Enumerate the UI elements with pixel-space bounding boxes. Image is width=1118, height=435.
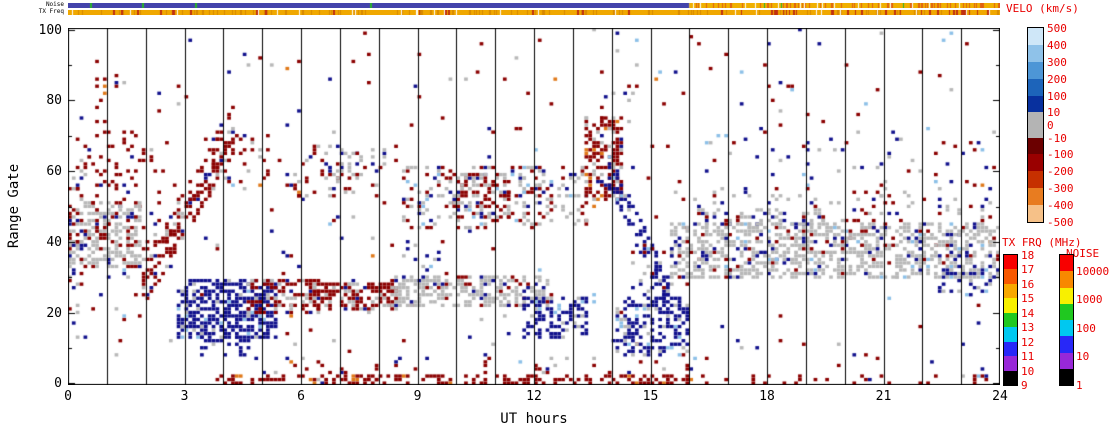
- noise-colorbar-segment: [1060, 303, 1073, 321]
- velocity-colorbar-label: -500: [1047, 216, 1074, 229]
- x-tick-label: 6: [297, 389, 305, 404]
- noise-colorbar-label: 1000: [1076, 293, 1103, 307]
- y-tick-label: 20: [46, 305, 62, 321]
- txfrq-colorbar-segment: [1004, 341, 1017, 357]
- velocity-colorbar-label: -300: [1047, 182, 1074, 196]
- txfrq-colorbar-label: 10: [1021, 364, 1035, 378]
- noise-strip: [68, 3, 1000, 8]
- y-tick-label: 40: [46, 234, 62, 250]
- x-tick-label: 18: [759, 389, 775, 404]
- txfrq-colorbar-segment: [1004, 327, 1017, 343]
- velocity-colorbar-label: 10: [1047, 106, 1061, 120]
- noise-colorbar-label: 1: [1076, 379, 1083, 392]
- x-tick-label: 12: [526, 389, 542, 404]
- txfrq-colorbar-segment: [1004, 298, 1017, 314]
- velocity-colorbar-segment: [1028, 28, 1043, 46]
- txfrq-colorbar-label: 13: [1021, 321, 1035, 335]
- velocity-colorbar-segment: [1028, 61, 1043, 80]
- y-tick-label: 100: [38, 22, 62, 38]
- velocity-colorbar-segment: [1028, 137, 1043, 155]
- velocity-colorbar-label: 100: [1047, 89, 1067, 103]
- velocity-colorbar-segment: [1028, 78, 1043, 96]
- noise-colorbar-segment: [1060, 287, 1073, 305]
- txfrq-colorbar-label: 14: [1021, 306, 1035, 320]
- velocity-colorbar-segment: [1028, 171, 1043, 189]
- txfrq-colorbar-segment: [1004, 255, 1017, 270]
- txfrq-colorbar-segment: [1004, 283, 1017, 299]
- y-tick-label: 60: [46, 164, 62, 180]
- noise-colorbar-segment: [1060, 255, 1073, 272]
- x-tick-label: 3: [180, 389, 189, 404]
- velocity-colorbar-label: -200: [1047, 165, 1074, 179]
- x-tick-label: 21: [875, 389, 892, 404]
- velocity-colorbar-segment: [1028, 112, 1043, 139]
- txfrq-colorbar: [1003, 254, 1018, 386]
- range-time-plot: [68, 28, 1000, 385]
- noise-colorbar-label: 100: [1076, 321, 1096, 335]
- noise-colorbar-segment: [1060, 368, 1073, 386]
- noise-colorbar: [1059, 254, 1074, 386]
- txfrq-colorbar-label: 16: [1021, 277, 1035, 291]
- velocity-colorbar-label: 300: [1047, 55, 1067, 69]
- noise-colorbar-segment: [1060, 320, 1073, 337]
- velocity-colorbar-label: 400: [1047, 38, 1067, 52]
- velocity-colorbar-segment: [1028, 44, 1043, 63]
- velocity-colorbar: [1027, 27, 1044, 223]
- y-tick-label: 80: [46, 93, 62, 109]
- velocity-colorbar-segment: [1028, 188, 1043, 206]
- x-tick-label: 15: [642, 389, 659, 404]
- txfrq-colorbar-label: 9: [1021, 379, 1028, 392]
- x-tick-label: 9: [413, 389, 422, 404]
- noise-colorbar-segment: [1060, 336, 1073, 353]
- txfrq-colorbar-segment: [1004, 269, 1017, 285]
- txfrq-colorbar-label: 17: [1021, 263, 1035, 277]
- txfreq-strip: [68, 10, 1000, 15]
- txfrq-colorbar-label: 18: [1021, 249, 1035, 262]
- velocity-colorbar-label: -100: [1047, 148, 1074, 162]
- velocity-colorbar-label: 0: [1047, 119, 1054, 132]
- velocity-colorbar-label: 200: [1047, 72, 1067, 86]
- txfrq-colorbar-title: TX FRQ (MHz): [1002, 236, 1082, 249]
- txfrq-colorbar-segment: [1004, 356, 1017, 372]
- x-tick-label: 0: [64, 389, 72, 404]
- txfrq-colorbar-segment: [1004, 370, 1017, 386]
- velocity-colorbar-label: -10: [1047, 131, 1067, 145]
- x-tick-label: 24: [992, 389, 1008, 404]
- noise-colorbar-segment: [1060, 271, 1073, 288]
- velocity-colorbar-title: VELO (km/s): [1006, 2, 1079, 15]
- txfreq-strip-label: TX Freq: [38, 8, 64, 15]
- txfrq-colorbar-label: 15: [1021, 292, 1035, 306]
- noise-strip-label: Noise: [45, 1, 64, 8]
- y-axis-title: Range Gate: [6, 163, 22, 249]
- velocity-colorbar-segment: [1028, 95, 1043, 113]
- velocity-colorbar-label: -400: [1047, 199, 1074, 213]
- txfrq-colorbar-label: 11: [1021, 350, 1035, 364]
- y-tick-label: 0: [54, 376, 62, 392]
- noise-colorbar-label: 10000: [1076, 264, 1110, 278]
- velocity-colorbar-segment: [1028, 154, 1043, 172]
- velocity-colorbar-label: 500: [1047, 22, 1067, 35]
- noise-colorbar-label: 10: [1076, 350, 1090, 364]
- velocity-colorbar-segment: [1028, 205, 1043, 223]
- txfrq-colorbar-label: 12: [1021, 335, 1035, 349]
- x-axis-title: UT hours: [500, 411, 568, 427]
- noise-colorbar-segment: [1060, 352, 1073, 370]
- noise-colorbar-title: NOISE: [1066, 247, 1100, 260]
- txfrq-colorbar-segment: [1004, 312, 1017, 328]
